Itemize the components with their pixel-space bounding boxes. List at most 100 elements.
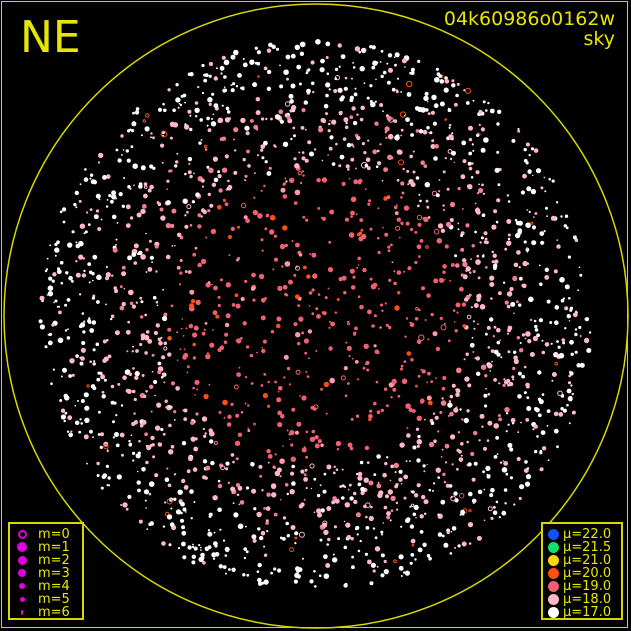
star-marker [299, 181, 303, 185]
star-marker [210, 228, 217, 235]
star-marker [277, 285, 283, 291]
star-marker [526, 396, 530, 400]
star-marker [509, 289, 512, 292]
star-marker [526, 247, 529, 250]
star-marker [215, 67, 218, 70]
star-marker [163, 341, 168, 346]
star-marker [465, 87, 471, 94]
star-marker [365, 502, 371, 509]
star-marker [357, 256, 362, 261]
star-marker [173, 473, 177, 476]
star-marker [374, 349, 380, 355]
star-marker [205, 465, 211, 471]
star-marker [366, 368, 370, 372]
star-marker [83, 232, 86, 235]
star-marker [367, 139, 370, 142]
star-marker [305, 430, 309, 434]
star-marker [187, 545, 192, 550]
star-marker [243, 547, 247, 551]
star-marker [394, 471, 397, 474]
star-marker [167, 352, 172, 357]
star-marker [175, 97, 181, 103]
star-marker [344, 76, 348, 80]
star-marker [465, 223, 470, 228]
star-marker [247, 164, 251, 168]
star-marker [157, 370, 162, 375]
star-marker [225, 467, 229, 471]
star-marker [97, 433, 101, 436]
star-marker [493, 263, 498, 268]
star-marker [340, 375, 346, 381]
star-marker [400, 128, 404, 132]
star-marker [408, 179, 414, 185]
star-marker [398, 159, 405, 166]
star-marker [182, 555, 187, 560]
star-marker [244, 402, 247, 405]
star-marker [244, 174, 248, 178]
surface-brightness-legend-item: μ=21.5 [543, 541, 621, 554]
star-marker [372, 282, 378, 288]
star-marker [562, 297, 566, 300]
star-marker [415, 307, 419, 311]
star-marker [317, 512, 322, 518]
star-marker [460, 454, 463, 457]
star-marker [391, 261, 394, 264]
star-marker [116, 222, 119, 224]
star-marker [453, 321, 456, 323]
star-marker [308, 357, 310, 360]
star-marker [323, 103, 329, 109]
star-marker [362, 267, 367, 273]
star-marker [501, 467, 508, 473]
star-marker [176, 152, 179, 155]
star-marker [111, 190, 117, 196]
star-marker [231, 567, 236, 572]
star-marker [375, 165, 379, 168]
star-marker [337, 43, 342, 48]
star-marker [404, 66, 406, 68]
star-marker [444, 157, 447, 160]
star-marker [390, 396, 393, 399]
star-marker [368, 480, 374, 486]
star-marker [403, 205, 410, 211]
star-marker [213, 285, 218, 291]
magnitude-symbol-icon [17, 542, 27, 552]
star-marker [236, 338, 242, 344]
star-marker [172, 108, 176, 113]
star-marker [506, 219, 512, 224]
star-marker [505, 378, 511, 384]
star-marker [106, 338, 109, 342]
star-marker [499, 461, 503, 464]
star-marker [219, 65, 225, 71]
star-marker [95, 209, 100, 213]
star-marker [441, 397, 444, 400]
star-marker [498, 291, 502, 296]
star-marker [146, 445, 152, 451]
star-marker [369, 227, 373, 231]
star-marker [176, 265, 181, 270]
star-marker [293, 201, 298, 205]
star-marker [362, 366, 366, 370]
star-marker [498, 516, 501, 519]
star-marker [394, 63, 397, 67]
star-marker [251, 488, 257, 494]
magnitude-legend-item: m=2 [10, 554, 82, 567]
star-marker [170, 444, 175, 449]
star-marker [541, 339, 544, 342]
star-marker [199, 118, 203, 122]
star-marker [257, 213, 263, 219]
star-marker [207, 529, 211, 532]
star-marker [257, 75, 260, 78]
star-marker [471, 477, 476, 482]
star-marker [400, 367, 403, 371]
star-marker [325, 563, 331, 568]
star-marker [383, 505, 388, 510]
star-marker [265, 117, 268, 121]
star-marker [422, 542, 427, 547]
star-marker [64, 411, 68, 415]
star-marker [207, 531, 213, 537]
star-marker [187, 270, 192, 274]
star-marker [200, 138, 203, 141]
star-marker [252, 209, 258, 216]
star-marker [579, 362, 585, 368]
star-marker [148, 239, 152, 243]
